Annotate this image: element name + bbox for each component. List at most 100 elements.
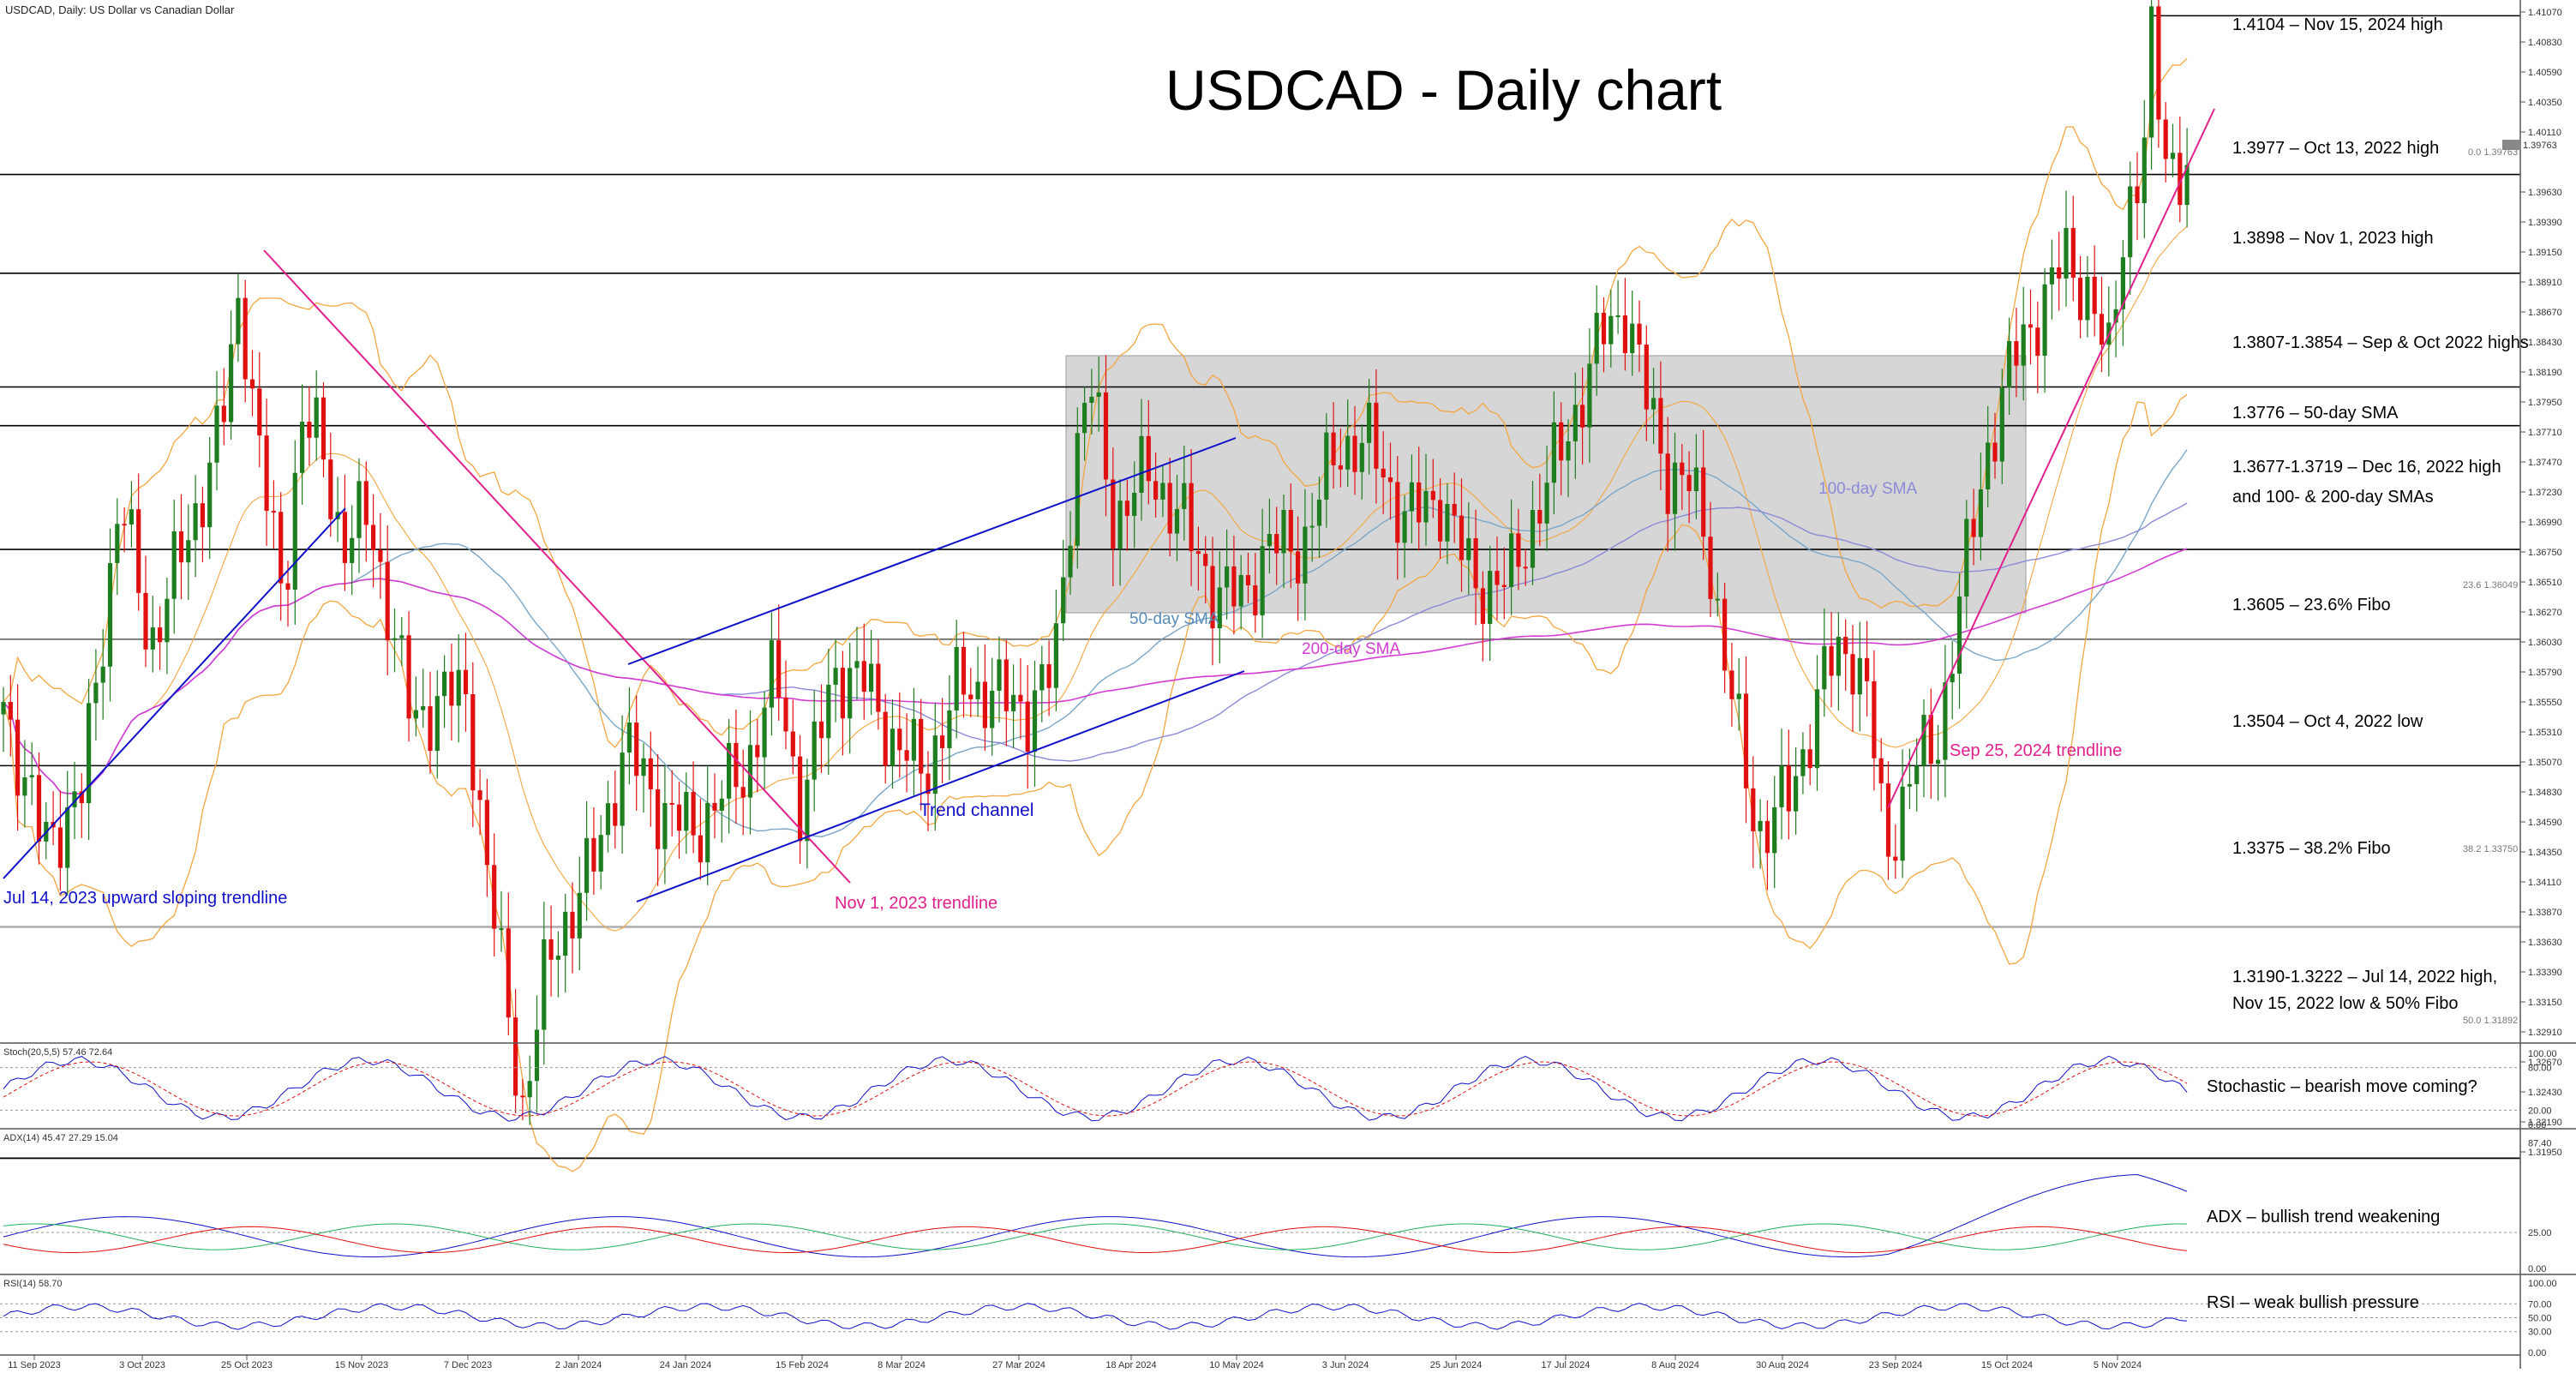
candle-body	[350, 537, 355, 563]
candle-body	[29, 775, 34, 778]
candle-body	[1836, 637, 1841, 676]
candle-body	[1089, 396, 1094, 404]
candle-body	[1288, 509, 1293, 552]
candle-body	[598, 835, 603, 872]
stoch-d-line	[3, 1061, 2188, 1117]
time-tick-label: 15 Oct 2024	[1981, 1360, 2033, 1369]
candle-body	[200, 503, 205, 528]
time-tick-label: 24 Jan 2024	[660, 1360, 712, 1369]
candle-body	[577, 892, 582, 938]
candle-body	[1907, 783, 1912, 787]
candle-body	[662, 802, 668, 849]
candle-body	[207, 462, 213, 528]
candle-body	[1544, 483, 1549, 524]
candle-body	[171, 531, 177, 599]
time-tick-label: 25 Oct 2023	[221, 1360, 273, 1369]
candle-body	[2035, 327, 2040, 357]
candle-body	[1971, 519, 1976, 537]
candle-body	[2163, 119, 2168, 159]
price-tick-label: 1.34830	[2528, 788, 2562, 798]
price-tick-label: 1.38910	[2528, 278, 2562, 288]
candle-body	[165, 598, 170, 643]
candle-body	[1680, 462, 1685, 476]
candle-body	[2178, 153, 2183, 206]
price-tick-label: 1.33630	[2528, 938, 2562, 948]
price-tick-label: 1.40110	[2528, 128, 2561, 138]
candle-body	[570, 911, 575, 938]
candle-body	[783, 697, 788, 732]
candle-body	[2113, 309, 2118, 323]
candle-body	[1701, 467, 1706, 537]
candle-body	[1622, 315, 1627, 354]
candle-body	[307, 422, 312, 438]
candle-body	[854, 661, 860, 669]
candle-body	[214, 405, 219, 463]
candle-body	[385, 561, 390, 641]
price-tick-label: 1.40830	[2528, 38, 2562, 48]
candle-body	[997, 659, 1002, 691]
candle-body	[257, 388, 262, 436]
candle-body	[1587, 363, 1592, 428]
price-tick-label: 1.36510	[2528, 578, 2562, 588]
time-tick-label: 8 Aug 2024	[1651, 1360, 1699, 1369]
candle-body	[798, 756, 803, 842]
candle-body	[727, 742, 732, 799]
candle-body	[158, 627, 163, 643]
candle-body	[1800, 749, 1806, 776]
candle-body	[1, 702, 6, 715]
candle-body	[876, 663, 881, 712]
indicator-tick-label: 0.00	[2528, 1348, 2546, 1358]
indicator-tick-label: 70.00	[2528, 1299, 2552, 1310]
sma200-line	[3, 548, 2188, 795]
price-tick-label: 1.39630	[2528, 188, 2562, 198]
candle-body	[65, 806, 70, 868]
candle-body	[1167, 483, 1172, 534]
price-tick-label: 1.36270	[2528, 608, 2562, 618]
candle-body	[1999, 387, 2004, 462]
candle-body	[634, 722, 639, 776]
candle-body	[2128, 186, 2133, 258]
price-tick-label: 1.35790	[2528, 668, 2562, 678]
level-label-5: 1.3776 – 50-day SMA	[2232, 404, 2399, 423]
candle-body	[193, 503, 198, 541]
candle-body	[555, 956, 560, 960]
candle-body	[499, 928, 504, 931]
candle-body	[840, 668, 845, 719]
time-tick-label: 18 Apr 2024	[1105, 1360, 1156, 1369]
candle-body	[1203, 554, 1208, 567]
time-tick-label: 2 Jan 2024	[555, 1360, 602, 1369]
indicator-tick-label: 100.00	[2528, 1049, 2557, 1059]
candle-body	[1438, 500, 1443, 542]
candle-body	[1324, 432, 1329, 501]
candle-body	[990, 690, 995, 728]
level-label-sma-note: and 100- & 200-day SMAs	[2232, 488, 2434, 507]
candle-body	[1146, 435, 1151, 482]
candle-body	[321, 397, 326, 460]
candle-body	[221, 405, 226, 423]
annotation-sma200: 200-day SMA	[1302, 640, 1400, 658]
channel-upper-line	[627, 437, 1237, 665]
candle-body	[328, 459, 333, 519]
current-price-marker	[2502, 140, 2521, 150]
candle-body	[292, 472, 297, 591]
candle-body	[641, 758, 646, 776]
candle-body	[1338, 465, 1343, 470]
candle-body	[1580, 405, 1585, 428]
candle-body	[2021, 324, 2026, 366]
price-tick-label: 1.32190	[2528, 1118, 2562, 1128]
candle-body	[1630, 323, 1635, 354]
time-tick-label: 11 Sep 2023	[8, 1360, 61, 1369]
candle-body	[1672, 462, 1678, 514]
level-label-8: 1.3504 – Oct 4, 2022 low	[2232, 712, 2423, 731]
candle-body	[1068, 545, 1073, 578]
candle-body	[1402, 511, 1407, 543]
candle-body	[1417, 482, 1422, 523]
candle-body	[676, 804, 682, 831]
candle-body	[249, 379, 255, 389]
candle-body	[1217, 587, 1222, 629]
candle-body	[2149, 6, 2154, 138]
candle-body	[428, 706, 433, 752]
candle-body	[2120, 257, 2125, 309]
price-tick-label: 1.32430	[2528, 1088, 2562, 1098]
price-tick-label: 1.39390	[2528, 218, 2562, 228]
